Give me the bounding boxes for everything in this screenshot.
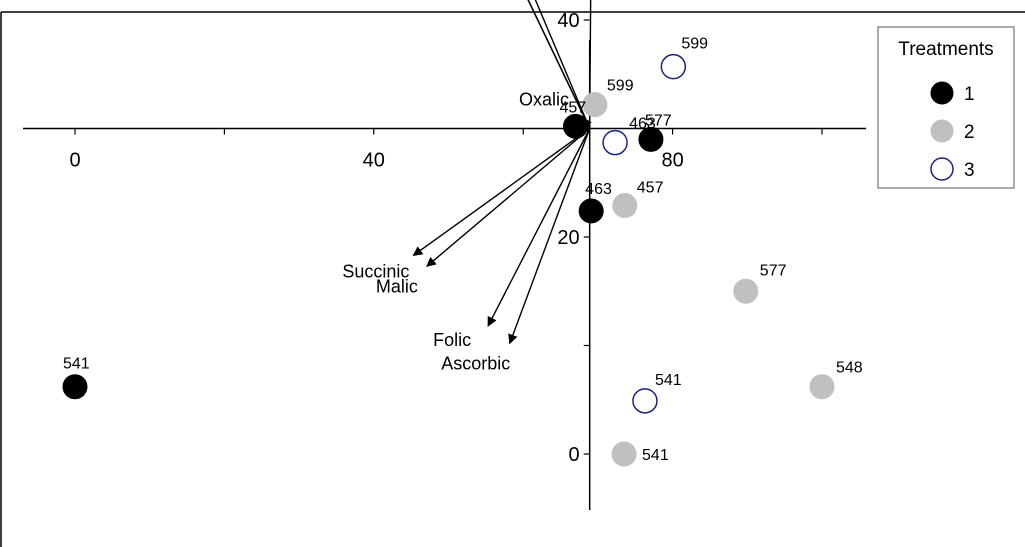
y-tick-label: 0 bbox=[569, 444, 580, 466]
legend-title: Treatments bbox=[898, 39, 993, 60]
data-point-label: 541 bbox=[642, 447, 669, 464]
legend-label: 2 bbox=[964, 122, 975, 143]
vector-label: Ascorbic bbox=[441, 353, 510, 373]
data-point-label: 541 bbox=[63, 356, 90, 373]
vector-label: Oxalic bbox=[519, 90, 569, 110]
vector-arrow bbox=[527, 0, 591, 129]
y-tick-label: 40 bbox=[557, 10, 579, 32]
data-point-series-2 bbox=[733, 278, 759, 304]
legend-marker-series-1 bbox=[930, 81, 954, 105]
data-point-label: 599 bbox=[607, 78, 634, 95]
x-tick-label: 0 bbox=[69, 150, 80, 172]
vector-label: Succinic bbox=[342, 261, 409, 281]
data-point-series-2 bbox=[582, 92, 608, 118]
data-point-series-1 bbox=[562, 113, 588, 139]
vector-arrow bbox=[426, 127, 591, 267]
data-point-label: 599 bbox=[681, 36, 708, 53]
y-tick-label: 20 bbox=[557, 227, 579, 249]
legend-label: 1 bbox=[964, 84, 975, 105]
data-point-series-2 bbox=[612, 193, 638, 219]
legend-marker-series-2 bbox=[930, 119, 954, 143]
data-point-series-2 bbox=[611, 441, 637, 467]
data-point-label: 577 bbox=[760, 262, 787, 279]
data-point-label: 577 bbox=[645, 112, 672, 129]
data-point-series-1 bbox=[578, 198, 604, 224]
x-tick-label: 40 bbox=[363, 150, 385, 172]
data-point-series-3 bbox=[660, 53, 687, 80]
data-point-series-2 bbox=[809, 374, 835, 400]
data-point-label: 463 bbox=[585, 181, 612, 198]
data-point-series-3 bbox=[632, 388, 658, 414]
vector-arrow bbox=[534, 0, 591, 129]
data-point-label: 457 bbox=[559, 99, 586, 116]
data-point-label: 463 bbox=[629, 116, 656, 133]
vector-arrow bbox=[508, 128, 591, 345]
legend-marker-series-3 bbox=[930, 157, 954, 181]
data-point-series-1 bbox=[62, 374, 88, 400]
vector-arrow bbox=[487, 128, 591, 327]
vector-arrow bbox=[412, 127, 591, 257]
data-point-label: 548 bbox=[836, 360, 863, 377]
data-point-series-3 bbox=[602, 129, 628, 156]
x-tick-label: 80 bbox=[661, 150, 683, 172]
vector-label: Malic bbox=[376, 276, 418, 296]
vector-label: Folic bbox=[433, 330, 471, 350]
legend-label: 3 bbox=[964, 160, 975, 181]
data-point-series-1 bbox=[638, 126, 664, 152]
data-point-label: 457 bbox=[637, 180, 664, 197]
data-point-label: 541 bbox=[655, 372, 682, 389]
